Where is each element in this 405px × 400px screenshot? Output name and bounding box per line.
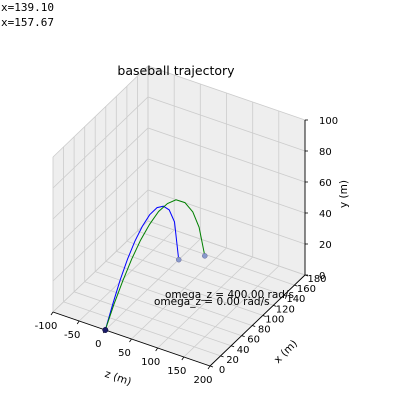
- y-tick-mark: [230, 345, 235, 348]
- z-tick-label: 80: [319, 147, 332, 158]
- y-tick-mark: [209, 365, 214, 368]
- y-tick-label: 120: [276, 304, 295, 315]
- y-tick-label: 160: [297, 284, 316, 295]
- x-tick-label: -100: [35, 321, 58, 332]
- grid-line-z: [52, 65, 306, 158]
- z-tick-label: 0: [319, 271, 325, 282]
- y-tick-label: 40: [237, 345, 250, 356]
- back-pane-left: [53, 66, 148, 312]
- x-tick-mark: [50, 311, 54, 316]
- x-tick-label: 50: [118, 348, 131, 359]
- grid-line-z: [52, 220, 306, 313]
- x-tick-mark: [76, 320, 80, 325]
- grid-line-z: [52, 189, 306, 282]
- launch-point: [102, 327, 109, 333]
- z-axis-label: y (m): [338, 180, 350, 208]
- y-tick-label: 60: [247, 335, 260, 346]
- annotation-omega-0: omega_z = 0.00 rad/s: [154, 296, 270, 308]
- x-tick-label: 150: [167, 366, 186, 377]
- z-tick-label: 100: [319, 116, 338, 127]
- x-tick-label: 0: [95, 339, 101, 350]
- y-tick-mark: [220, 355, 224, 358]
- x-tick-mark: [129, 338, 132, 343]
- x-tick-mark: [207, 365, 211, 370]
- series-landing-point-0: [175, 256, 182, 263]
- y-tick-mark: [283, 294, 288, 297]
- tick-labels: -100-50050100150200020406080100120140160…: [35, 116, 338, 386]
- y-tick-label: 80: [258, 325, 271, 336]
- series-line-0: [104, 205, 180, 331]
- x-tick-mark: [181, 356, 185, 361]
- coordinate-readout-2: x=157.67: [1, 16, 54, 29]
- y-tick-mark: [252, 325, 256, 327]
- x-tick-mark: [155, 347, 158, 352]
- z-tick-label: 60: [319, 178, 332, 189]
- y-tick-mark: [294, 284, 298, 287]
- y-tick-label: 0: [219, 365, 225, 376]
- grid-line-z: [52, 158, 306, 251]
- y-tick-mark: [241, 335, 245, 338]
- y-axis-label: x (m): [272, 338, 300, 366]
- y-tick-label: 20: [226, 355, 239, 366]
- chart-title: baseball trajectory: [117, 63, 235, 78]
- x-tick-label: 200: [193, 375, 212, 386]
- grid-line-z: [52, 127, 306, 220]
- y-tick-label: 100: [265, 314, 284, 325]
- series-landing-point-1: [202, 253, 208, 259]
- series-lines: [102, 199, 208, 333]
- z-tick-label: 20: [319, 240, 332, 251]
- z-tick-label: 40: [319, 209, 332, 220]
- y-tick-label: 140: [286, 294, 305, 305]
- x-tick-label: 100: [141, 357, 160, 368]
- series-line-1: [104, 199, 206, 331]
- x-axis-label: z (m): [103, 368, 133, 388]
- annotation-omega-400: omega_z = 400.00 rad/s: [165, 289, 294, 301]
- y-tick-mark: [273, 304, 277, 307]
- y-tick-label: 180: [307, 274, 326, 285]
- grid-line-z: [52, 96, 306, 189]
- y-axis-line: [209, 274, 306, 367]
- x-tick-label: -50: [64, 330, 80, 341]
- coordinate-readout-1: x=139.10: [1, 1, 54, 14]
- y-tick-mark: [262, 315, 266, 317]
